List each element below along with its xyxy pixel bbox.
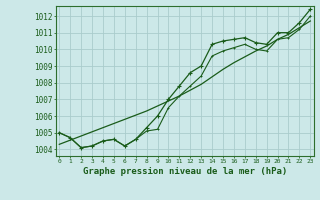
X-axis label: Graphe pression niveau de la mer (hPa): Graphe pression niveau de la mer (hPa) <box>83 167 287 176</box>
